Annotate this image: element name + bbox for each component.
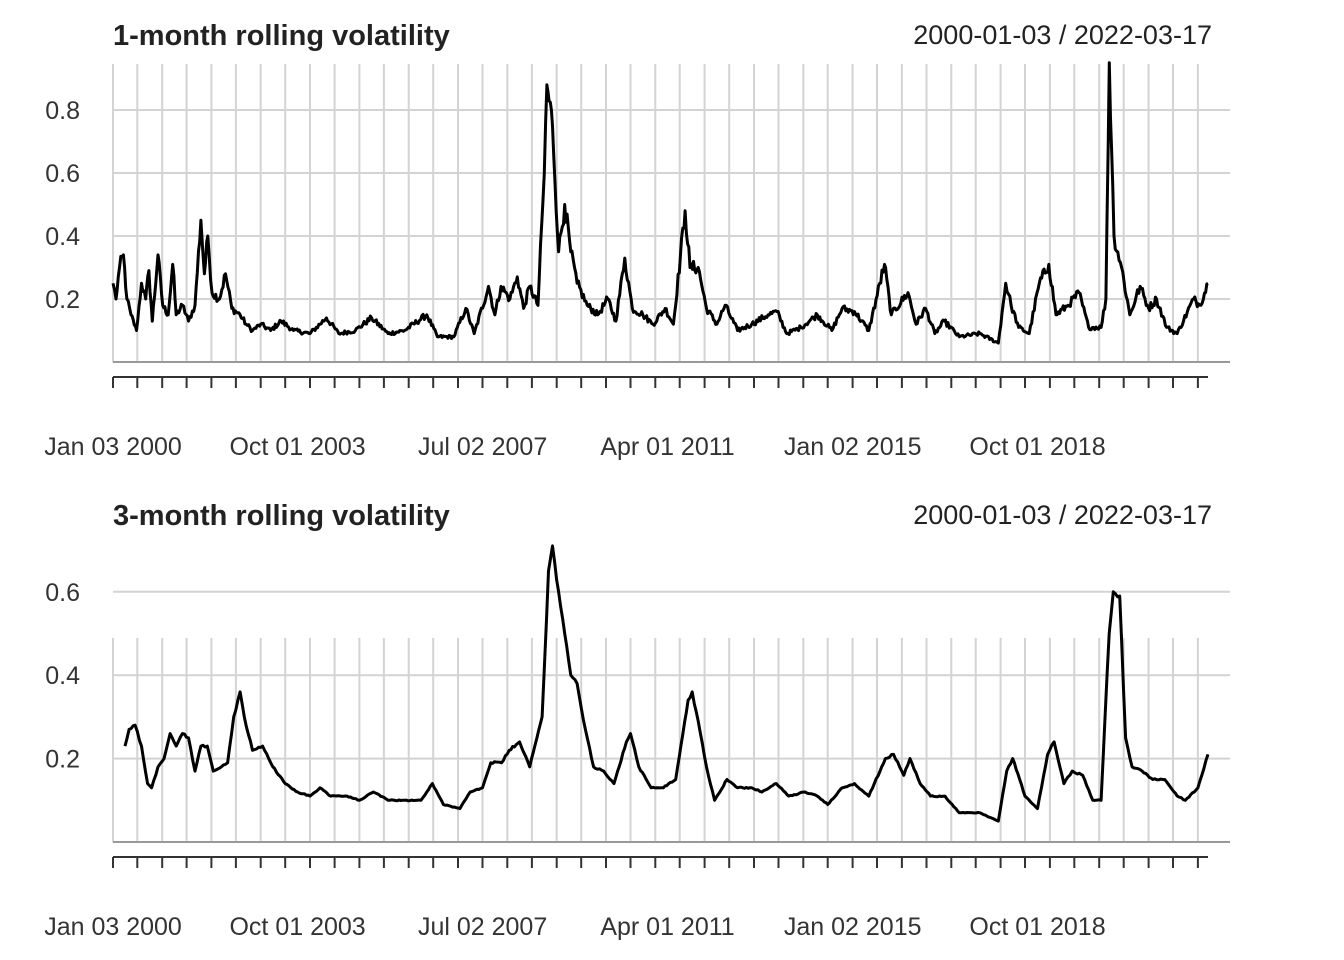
x-tick-label: Jan 03 2000 [44, 433, 182, 461]
y-tick-label: 0.8 [45, 97, 80, 125]
x-tick-label: Jul 02 2007 [418, 913, 547, 941]
x-tick-label: Oct 01 2003 [229, 913, 365, 941]
date-range-label: 2000-01-03 / 2022-03-17 [913, 500, 1212, 530]
y-tick-label: 0.2 [45, 746, 80, 774]
y-tick-label: 0.2 [45, 286, 80, 314]
x-tick-label: Oct 01 2018 [969, 433, 1105, 461]
chart-panel-3month: 0.2 0.4 0.6 Jan 03 2000 Oct 01 2003 Jul 02 20… [0, 480, 1344, 960]
x-tick-label: Jul 02 2007 [418, 433, 547, 461]
x-tick-label: Jan 02 2015 [784, 433, 922, 461]
x-tick-label: Jan 03 2000 [44, 913, 182, 941]
x-tick-label: Oct 01 2003 [229, 433, 365, 461]
chart-svg-3month: 0.2 0.4 0.6 Jan 03 2000 Oct 01 2003 Jul 02 20… [44, 544, 1230, 941]
y-tick-label: 0.6 [45, 160, 80, 188]
series-line [111, 61, 1209, 345]
chart-title: 1-month rolling volatility [113, 20, 450, 52]
series-line [123, 544, 1210, 823]
x-tick-label: Oct 01 2018 [969, 913, 1105, 941]
y-tick-label: 0.4 [45, 223, 80, 251]
x-tick-label: Jan 02 2015 [784, 913, 922, 941]
chart-title: 3-month rolling volatility [113, 500, 450, 532]
x-tick-label: Apr 01 2011 [600, 433, 734, 461]
chart-panel-1month: 0.2 0.4 0.6 0.8 Jan 03 2000 Oct 01 2003 Jul 02… [44, 20, 1230, 461]
date-range-label: 2000-01-03 / 2022-03-17 [913, 20, 1212, 50]
chart-svg-1month: 0.2 0.4 0.6 0.8 Jan 03 2000 Oct 01 2003 Jul 02… [44, 61, 1230, 461]
y-tick-label: 0.4 [45, 662, 80, 690]
y-tick-label: 0.6 [45, 579, 80, 607]
x-tick-label: Apr 01 2011 [600, 913, 734, 941]
